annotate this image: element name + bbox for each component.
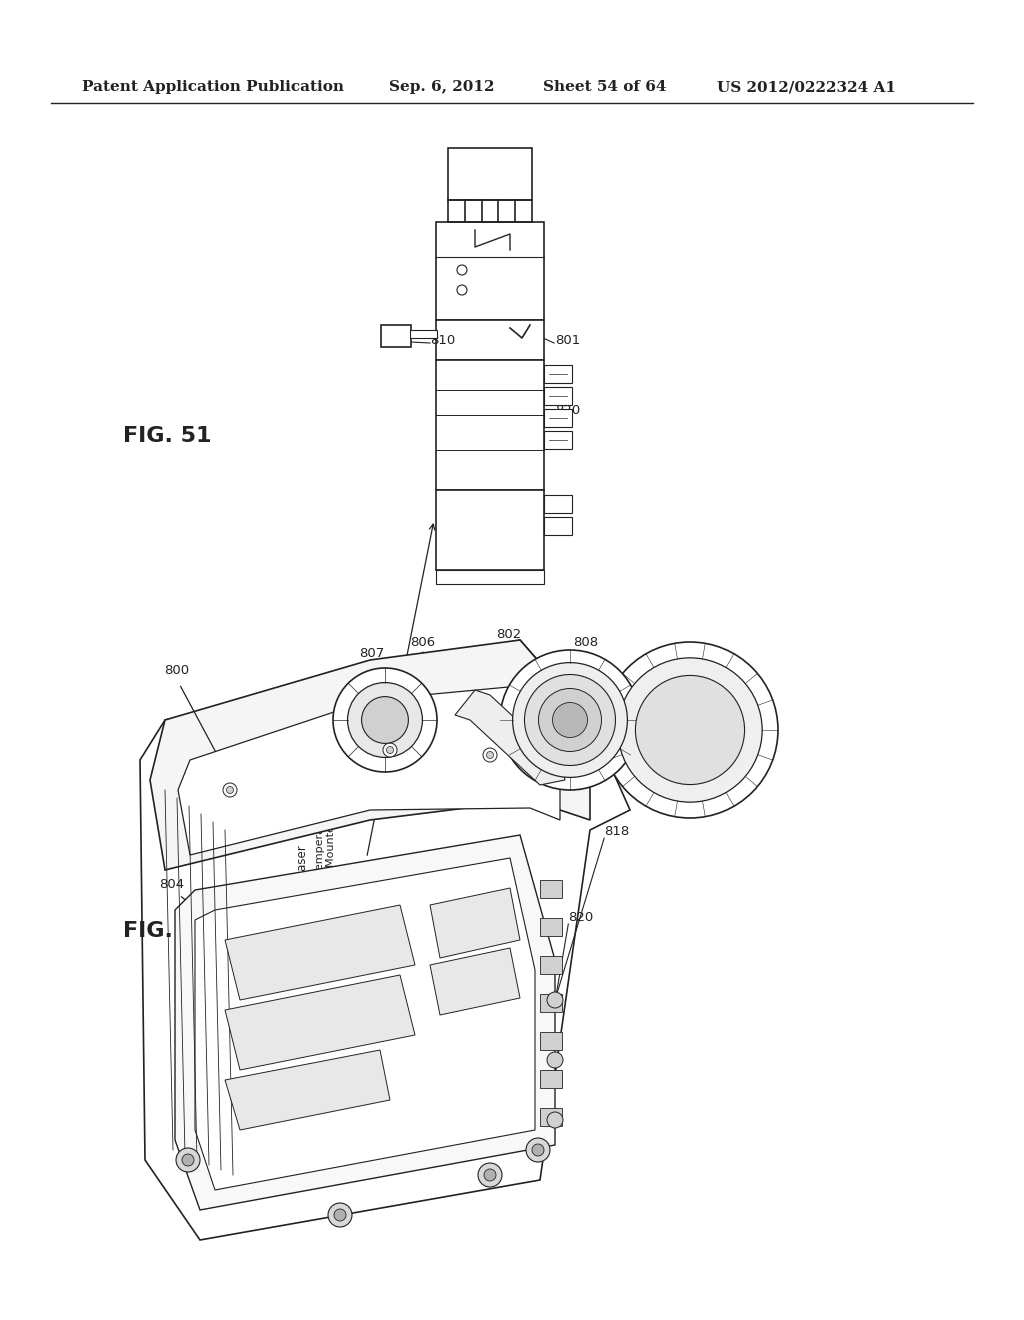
Polygon shape [455, 690, 565, 785]
Bar [544, 409, 572, 426]
Polygon shape [175, 836, 555, 1210]
Circle shape [478, 1163, 502, 1187]
Text: 801: 801 [555, 334, 581, 346]
Text: FIG. 51: FIG. 51 [123, 425, 211, 446]
Text: FIG. 52: FIG. 52 [123, 920, 211, 941]
Text: 804: 804 [159, 878, 184, 891]
Bar [544, 495, 572, 513]
Polygon shape [195, 858, 535, 1191]
Bar [410, 330, 437, 338]
Bar [436, 319, 544, 360]
Circle shape [617, 657, 762, 803]
Circle shape [334, 1209, 346, 1221]
Bar [540, 1107, 562, 1126]
Bar [540, 880, 562, 898]
Circle shape [539, 689, 601, 751]
Polygon shape [150, 640, 590, 870]
Text: 802: 802 [497, 628, 521, 642]
Bar [544, 366, 572, 383]
Polygon shape [430, 888, 520, 958]
Text: Patent Application Publication: Patent Application Publication [82, 81, 344, 94]
Circle shape [328, 1203, 352, 1228]
Circle shape [513, 663, 628, 777]
Circle shape [182, 1154, 194, 1166]
Circle shape [483, 748, 497, 762]
Circle shape [333, 668, 437, 772]
Bar [544, 387, 572, 405]
Circle shape [602, 642, 778, 818]
Circle shape [226, 787, 233, 793]
Bar [381, 325, 411, 347]
Circle shape [524, 675, 615, 766]
Bar [449, 148, 532, 201]
Circle shape [361, 697, 409, 743]
Text: 818: 818 [604, 825, 630, 838]
Circle shape [553, 702, 588, 738]
Bar [540, 917, 562, 936]
Bar [540, 956, 562, 974]
Circle shape [486, 751, 494, 759]
Bar [540, 994, 562, 1012]
Bar [540, 1032, 562, 1049]
Polygon shape [140, 640, 630, 1239]
Text: Sep. 6, 2012: Sep. 6, 2012 [389, 81, 495, 94]
Text: 800: 800 [164, 664, 189, 677]
Bar [436, 222, 544, 319]
Polygon shape [225, 906, 415, 1001]
Text: Temperature Sensor
Mounted to Laser: Temperature Sensor Mounted to Laser [314, 762, 337, 875]
Circle shape [547, 1111, 563, 1129]
Bar [436, 360, 544, 490]
Bar [544, 432, 572, 449]
Circle shape [176, 1148, 200, 1172]
Text: 820: 820 [568, 911, 594, 924]
Polygon shape [178, 685, 560, 855]
Circle shape [457, 285, 467, 294]
Polygon shape [430, 948, 520, 1015]
Text: Detail of Thermally Stabilized Laser: Detail of Thermally Stabilized Laser [296, 845, 308, 1056]
Circle shape [386, 747, 393, 754]
Circle shape [547, 1052, 563, 1068]
Circle shape [484, 1170, 496, 1181]
Text: US 2012/0222324 A1: US 2012/0222324 A1 [717, 81, 896, 94]
Text: 806: 806 [411, 636, 435, 649]
Circle shape [223, 783, 237, 797]
Polygon shape [225, 975, 415, 1071]
Bar [436, 570, 544, 583]
Bar [544, 517, 572, 535]
Circle shape [636, 676, 744, 784]
Text: 810: 810 [430, 334, 456, 346]
Bar [436, 490, 544, 570]
Circle shape [500, 649, 640, 789]
Circle shape [532, 1144, 544, 1156]
Text: 807: 807 [359, 647, 384, 660]
Text: 714: 714 [688, 686, 714, 700]
Text: 820: 820 [555, 404, 581, 417]
Text: 808: 808 [573, 636, 598, 649]
Circle shape [457, 265, 467, 275]
Circle shape [383, 743, 397, 756]
Polygon shape [225, 1049, 390, 1130]
Text: Sheet 54 of 64: Sheet 54 of 64 [543, 81, 667, 94]
Circle shape [526, 1138, 550, 1162]
Circle shape [547, 993, 563, 1008]
Bar [540, 1071, 562, 1088]
Circle shape [347, 682, 423, 758]
